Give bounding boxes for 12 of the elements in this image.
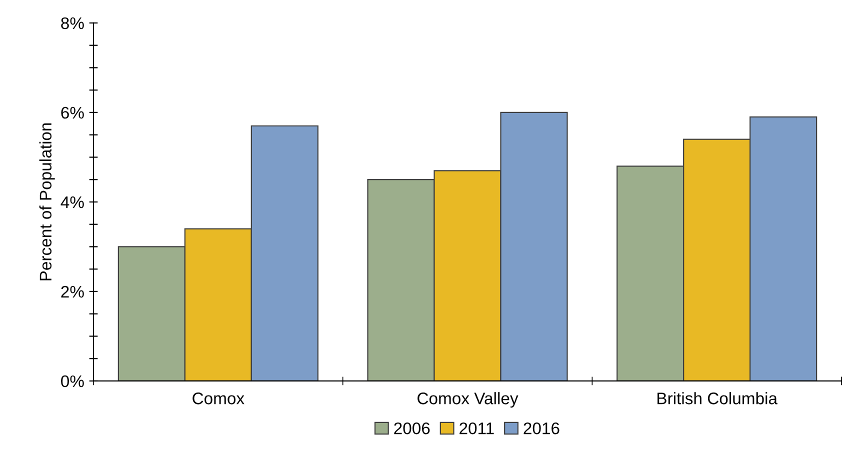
y-tick-label: 2% (61, 286, 84, 298)
y-axis-title: Percent of Population (39, 123, 55, 280)
y-tick-label: 0% (61, 375, 84, 388)
legend-label: 2016 (524, 422, 560, 434)
legend-label: 2006 (394, 422, 430, 434)
y-tick-label: 4% (60, 196, 84, 208)
legend-label: 2011 (460, 422, 494, 434)
x-tick-label: Comox (192, 392, 244, 404)
x-tick-label: Comox Valley (418, 392, 518, 408)
y-tick-label: 6% (61, 106, 84, 119)
x-tick-label: British Columbia (658, 392, 778, 404)
y-tick-label: 8% (61, 17, 84, 30)
